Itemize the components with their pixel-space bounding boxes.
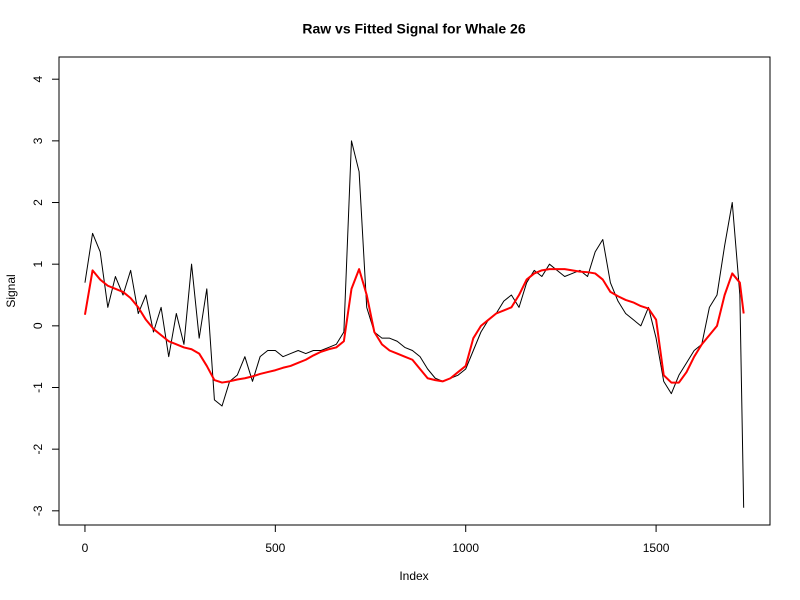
y-tick-label: 1 [31, 261, 45, 268]
plot-frame [58, 56, 771, 526]
y-tick-label: -1 [31, 382, 45, 393]
series-line [84, 140, 745, 508]
y-tick-label: -2 [31, 443, 45, 454]
y-axis-label: Signal [4, 274, 18, 307]
x-tick-label: 1000 [452, 541, 479, 555]
x-tick-label: 0 [82, 541, 89, 555]
y-tick-label: -3 [31, 505, 45, 516]
y-tick-label: 3 [31, 137, 45, 144]
y-tick-label: 4 [31, 76, 45, 83]
y-tick-label: 2 [31, 199, 45, 206]
x-tick-label: 500 [265, 541, 285, 555]
series-line [83, 268, 745, 384]
x-axis-label: Index [399, 569, 428, 583]
chart-title: Raw vs Fitted Signal for Whale 26 [302, 21, 525, 37]
x-tick-label: 1500 [643, 541, 670, 555]
y-tick-label: 0 [31, 322, 45, 329]
